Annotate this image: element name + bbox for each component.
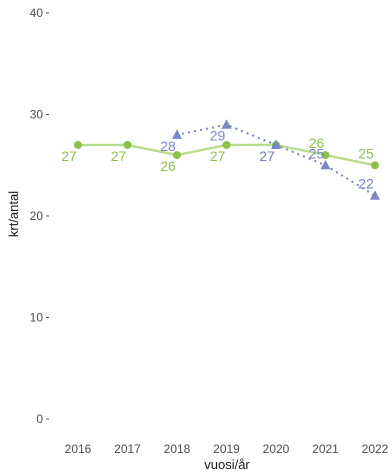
data-label: 26 — [160, 158, 176, 174]
data-label: 26 — [309, 135, 325, 151]
series-2-point — [172, 129, 182, 139]
data-label: 22 — [358, 176, 374, 192]
data-label: 27 — [111, 148, 127, 164]
data-label: 27 — [259, 148, 275, 164]
x-axis: 2016 2017 2018 2019 2020 2021 2022 — [65, 442, 389, 456]
data-label: 27 — [259, 148, 275, 164]
series-1-point — [123, 140, 132, 149]
y-tick-label: 40 — [30, 6, 44, 20]
series-1-point — [371, 161, 379, 170]
data-label: 29 — [210, 128, 226, 144]
x-tick-label: 2016 — [65, 442, 92, 456]
x-tick-label: 2020 — [263, 442, 290, 456]
x-tick-label: 2022 — [362, 442, 389, 456]
series-1-point — [222, 140, 231, 149]
data-label: 25 — [309, 145, 325, 161]
x-tick-label: 2017 — [114, 442, 141, 456]
y-tick-label: 30 — [30, 108, 44, 122]
y-tick-label: 0 — [36, 412, 43, 426]
series-1-point — [173, 151, 181, 160]
x-tick-label: 2021 — [312, 442, 339, 456]
series-1-point — [74, 140, 82, 149]
series-2-point — [320, 159, 331, 170]
y-tick-label: 20 — [30, 209, 44, 223]
series-2-point — [271, 139, 281, 149]
x-tick-label: 2018 — [164, 442, 191, 456]
data-label: 27 — [210, 148, 226, 164]
data-label: 27 — [61, 148, 77, 164]
data-label: 25 — [358, 145, 374, 161]
x-axis-title: vuosi/år — [204, 457, 250, 472]
y-tick-label: 10 — [30, 311, 44, 325]
series-1-point — [321, 151, 330, 160]
x-tick-label: 2019 — [213, 442, 240, 456]
y-axis-title: krt/antal — [6, 191, 21, 237]
y-axis: 0 10 20 30 40 — [30, 6, 49, 426]
series-2-point — [221, 119, 232, 129]
series-2-point — [370, 190, 380, 200]
data-label: 28 — [160, 138, 176, 154]
